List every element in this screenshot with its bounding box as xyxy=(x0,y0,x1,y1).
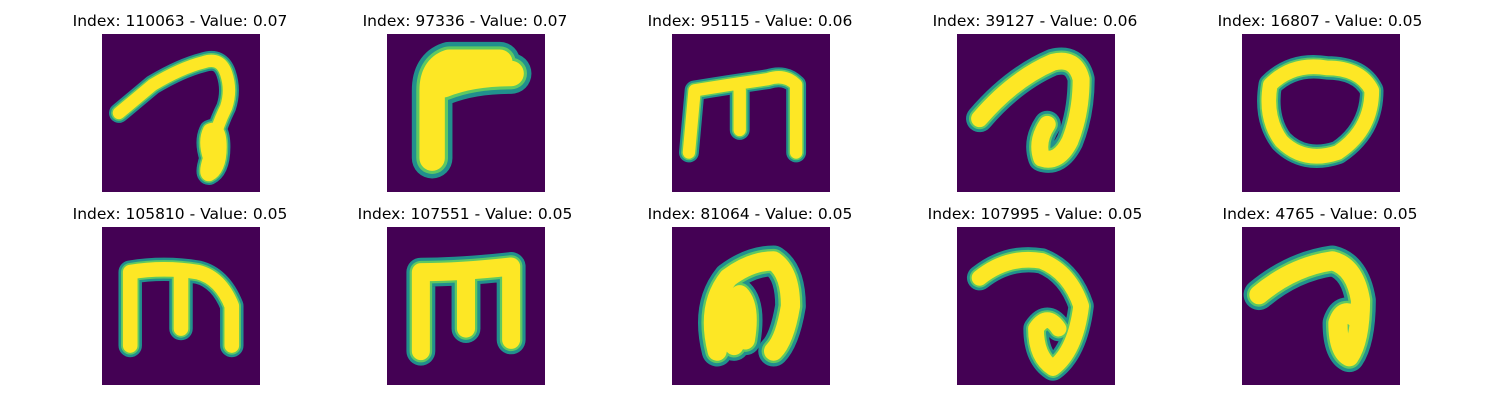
panel-title: Index: 107995 - Value: 0.05 xyxy=(927,205,1143,223)
glyph-image xyxy=(957,34,1115,192)
glyph-image xyxy=(102,227,260,385)
glyph-image xyxy=(957,227,1115,385)
panel-title: Index: 4765 - Value: 0.05 xyxy=(1222,205,1418,223)
glyph-stroke xyxy=(411,257,521,361)
glyph-image xyxy=(102,34,260,192)
panel-title: Index: 39127 - Value: 0.06 xyxy=(932,12,1138,30)
glyph-svg xyxy=(108,50,239,186)
panel-title: Index: 105810 - Value: 0.05 xyxy=(72,205,288,223)
glyph-stroke xyxy=(703,251,801,361)
panel-title: Index: 16807 - Value: 0.05 xyxy=(1217,12,1423,30)
glyph-svg xyxy=(698,245,806,367)
glyph-svg xyxy=(678,67,807,163)
glyph-stroke xyxy=(1249,251,1371,367)
panel-title: Index: 97336 - Value: 0.07 xyxy=(362,12,568,30)
glyph-svg xyxy=(118,257,244,358)
glyph-image xyxy=(1242,227,1400,385)
glyph-stroke xyxy=(1261,59,1380,164)
panel-title: Index: 95115 - Value: 0.06 xyxy=(647,12,853,30)
glyph-image xyxy=(387,227,545,385)
glyph-svg xyxy=(966,47,1095,173)
glyph-image xyxy=(672,227,830,385)
glyph-svg xyxy=(406,252,526,366)
glyph-image xyxy=(1242,34,1400,192)
panel-title: Index: 81064 - Value: 0.05 xyxy=(647,205,853,223)
glyph-stroke xyxy=(971,251,1090,376)
glyph-stroke xyxy=(971,52,1090,168)
glyph-image xyxy=(672,34,830,192)
glyph-svg xyxy=(1257,55,1384,168)
glyph-image xyxy=(387,34,545,192)
glyph-svg xyxy=(411,41,532,179)
glyph-svg xyxy=(1243,245,1376,373)
glyph-stroke xyxy=(419,49,524,171)
panel-title: Index: 110063 - Value: 0.07 xyxy=(72,12,288,30)
glyph-stroke xyxy=(682,71,803,159)
glyph-stroke xyxy=(112,54,236,182)
glyph-svg xyxy=(966,247,1094,381)
glyph-stroke xyxy=(122,262,240,353)
panel-title: Index: 107551 - Value: 0.05 xyxy=(357,205,573,223)
